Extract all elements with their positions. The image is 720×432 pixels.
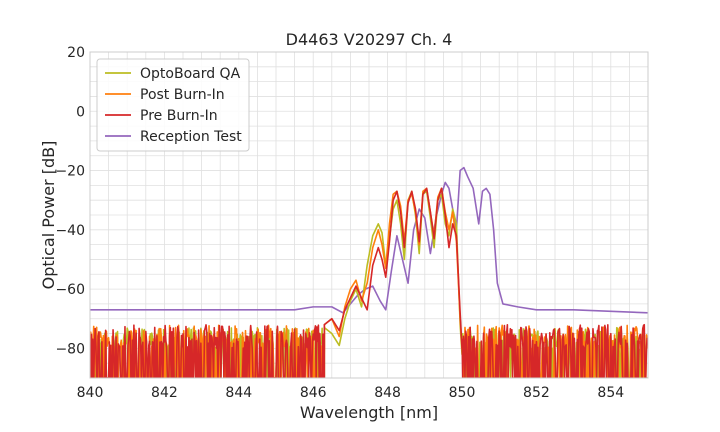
y-tick-label: 20 bbox=[67, 45, 85, 61]
y-tick-label: −80 bbox=[55, 341, 85, 357]
x-tick-label: 850 bbox=[449, 385, 476, 401]
chart-title: D4463 V20297 Ch. 4 bbox=[286, 30, 453, 49]
x-axis-label: Wavelength [nm] bbox=[300, 403, 438, 422]
series-line-reception-test bbox=[90, 166, 648, 314]
x-tick-label: 848 bbox=[374, 385, 401, 401]
x-tick-label: 840 bbox=[77, 385, 104, 401]
x-tick-label: 844 bbox=[225, 385, 252, 401]
x-tick-label: 854 bbox=[597, 385, 624, 401]
plot-frame bbox=[89, 51, 649, 379]
legend-label: Post Burn-In bbox=[140, 87, 225, 103]
x-tick-labels: 840 842 844 846 848 850 852 854 bbox=[77, 385, 625, 401]
y-axis-label: Optical Power [dB] bbox=[39, 141, 58, 290]
legend-label: Pre Burn-In bbox=[140, 108, 218, 124]
y-tick-label: 0 bbox=[76, 104, 85, 120]
legend-label: Reception Test bbox=[140, 129, 242, 145]
x-tick-label: 842 bbox=[151, 385, 178, 401]
series-line-pre-burn-in bbox=[90, 187, 648, 378]
plot-area bbox=[90, 166, 648, 378]
y-tick-label: −20 bbox=[55, 164, 85, 180]
legend-box bbox=[96, 58, 250, 152]
y-tick-labels: 20 0 −20 −40 −60 −80 bbox=[55, 45, 85, 357]
x-tick-label: 852 bbox=[523, 385, 550, 401]
y-tick-label: −40 bbox=[55, 223, 85, 239]
legend-label: OptoBoard QA bbox=[140, 66, 241, 82]
y-tick-label: −60 bbox=[55, 282, 85, 298]
x-tick-label: 846 bbox=[300, 385, 327, 401]
legend: OptoBoard QA Post Burn-In Pre Burn-In Recep… bbox=[96, 58, 250, 152]
